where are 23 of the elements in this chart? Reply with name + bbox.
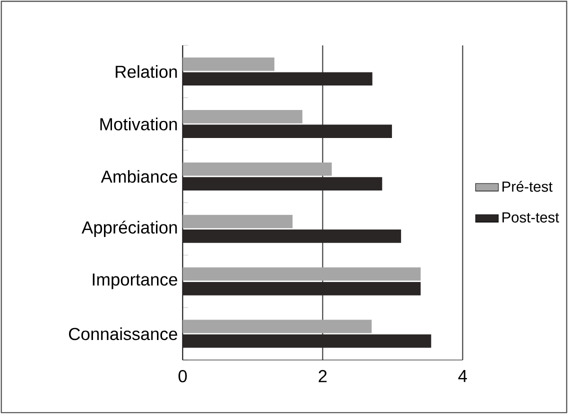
- bar: [182, 230, 402, 243]
- x-tick-label: 4: [458, 370, 467, 382]
- bar: [182, 58, 274, 71]
- bar: [182, 72, 372, 86]
- y-tick-label: Relation: [116, 65, 177, 78]
- bar: [182, 110, 302, 124]
- bar: [182, 162, 332, 176]
- x-tick-label: 2: [318, 370, 327, 382]
- x-tick-label: 0: [178, 370, 187, 382]
- bar: [182, 177, 382, 190]
- bar: [182, 334, 432, 348]
- bar: [182, 124, 392, 138]
- legend-label: Post-test: [502, 212, 560, 223]
- bar: [182, 267, 421, 281]
- y-tick-label: Motivation: [100, 118, 177, 130]
- y-tick-label: Importance: [92, 274, 178, 290]
- y-tick-label: Ambiance: [100, 170, 178, 183]
- y-tick-label: Connaissance: [68, 327, 178, 340]
- bar: [182, 320, 372, 334]
- y-tick-label: Appréciation: [82, 220, 177, 238]
- legend-label: Pré-test: [502, 180, 553, 192]
- bar: [182, 282, 421, 296]
- bar: [182, 214, 293, 228]
